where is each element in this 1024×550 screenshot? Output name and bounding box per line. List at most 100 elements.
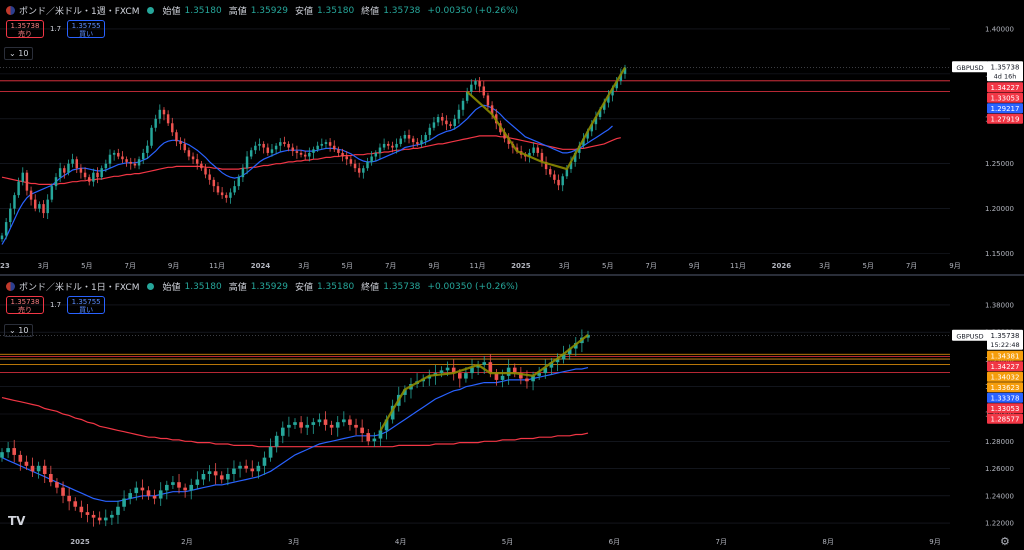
- price-label-value: 1.29217: [991, 105, 1020, 113]
- candle-body: [249, 150, 253, 157]
- open-label: 始値: [162, 7, 181, 17]
- x-tick-label: 3月: [298, 262, 309, 270]
- candle-body: [537, 373, 541, 376]
- candle-body: [569, 161, 573, 170]
- x-tick-label: 4月: [395, 538, 406, 546]
- candle-body: [171, 123, 174, 133]
- moving-average-red: [1, 397, 589, 448]
- candle-body: [553, 174, 556, 180]
- daily-chart-pane[interactable]: 1.380001.360001.340001.320001.300001.280…: [0, 276, 1024, 550]
- y-tick-label: 1.40000: [985, 25, 1014, 33]
- candle-body: [494, 373, 499, 380]
- candle-body: [195, 159, 199, 164]
- price-label-value: 1.27919: [991, 115, 1020, 123]
- candle-body: [299, 152, 303, 155]
- candle-body: [335, 422, 340, 428]
- candle-body: [54, 177, 58, 187]
- tradingview-logo[interactable]: TV: [8, 514, 26, 528]
- candle-body: [525, 378, 529, 382]
- x-tick-label: 11月: [470, 262, 486, 270]
- candle-body: [18, 454, 23, 462]
- indicator-count: 10: [18, 49, 29, 58]
- buy-label: 買い: [79, 30, 94, 38]
- candle-body: [378, 147, 382, 153]
- symbol-title[interactable]: ポンド／米ドル・1日・FXCM: [19, 283, 140, 293]
- candle-body: [602, 102, 606, 110]
- candle-body: [395, 143, 398, 148]
- candle-body: [366, 161, 369, 169]
- pane-divider[interactable]: [0, 274, 1024, 276]
- candle-body: [154, 118, 157, 128]
- candle-body: [478, 81, 481, 87]
- candle-body: [403, 389, 407, 395]
- candle-body: [165, 484, 169, 491]
- x-tick-label: 2月: [181, 538, 192, 546]
- candle-body: [458, 373, 462, 379]
- price-label-tag: [987, 392, 1023, 403]
- price-label-tag: [987, 403, 1023, 414]
- candle-body: [615, 81, 618, 89]
- symbol-title[interactable]: ポンド／米ドル・1週・FXCM: [19, 7, 140, 17]
- candle-body: [91, 514, 96, 518]
- candle-body: [445, 120, 448, 125]
- weekly-chart-pane[interactable]: 1.400001.350001.300001.250001.200001.150…: [0, 0, 1024, 274]
- buy-button[interactable]: 1.35755 買い: [67, 20, 106, 38]
- low-label: 安値: [294, 283, 313, 293]
- candle-body: [333, 145, 336, 150]
- x-tick-label: 3月: [819, 262, 830, 270]
- candle-body: [166, 114, 170, 124]
- buy-button[interactable]: 1.35755 買い: [67, 296, 106, 314]
- candle-body: [403, 134, 407, 139]
- candle-body: [55, 482, 59, 488]
- weekly-chart-canvas[interactable]: 1.400001.350001.300001.250001.200001.150…: [0, 0, 1024, 274]
- candle-body: [146, 490, 151, 496]
- price-label-tag: [987, 92, 1023, 103]
- candle-body: [295, 151, 299, 153]
- candle-body: [220, 192, 224, 196]
- candle-body: [141, 152, 145, 160]
- candle-body: [488, 362, 493, 374]
- market-open-icon: [147, 283, 155, 290]
- price-label-tag: [987, 361, 1023, 372]
- daily-chart-canvas[interactable]: 1.380001.360001.340001.320001.300001.280…: [0, 276, 1024, 550]
- market-open-icon: [147, 7, 155, 14]
- candle-body: [233, 186, 236, 193]
- indicator-toggle[interactable]: ⌄ 10: [4, 324, 34, 337]
- candle-body: [96, 172, 99, 178]
- candle-body: [561, 354, 566, 360]
- x-tick-label: 5月: [602, 262, 613, 270]
- moving-average-blue: [1, 104, 613, 245]
- candle-body: [274, 145, 278, 150]
- sell-button[interactable]: 1.35738 売り: [6, 296, 44, 314]
- current-price-tag: [987, 329, 1023, 350]
- candle-body: [506, 367, 511, 376]
- candle-body: [342, 419, 346, 423]
- sell-price: 1.35738: [10, 22, 40, 30]
- gear-icon[interactable]: ⚙: [1000, 535, 1010, 548]
- candle-body: [42, 204, 45, 214]
- y-tick-label: 1.25000: [985, 160, 1014, 168]
- price-label-tag: [987, 103, 1023, 114]
- candle-body: [150, 127, 153, 146]
- candle-body: [270, 149, 274, 153]
- candle-body: [532, 147, 535, 153]
- candle-body: [407, 134, 411, 139]
- zigzag-pattern-line: [466, 67, 626, 171]
- x-tick-label: 2025: [511, 262, 531, 270]
- candle-body: [470, 84, 473, 92]
- low-value: 1.35180: [316, 281, 355, 292]
- candle-body: [543, 367, 548, 374]
- candle-body: [316, 145, 319, 150]
- sell-button[interactable]: 1.35738 売り: [6, 20, 44, 38]
- indicator-toggle[interactable]: ⌄ 10: [4, 47, 34, 60]
- spread-value: 1.7: [50, 25, 62, 33]
- candle-body: [461, 100, 465, 110]
- candle-body: [171, 482, 175, 485]
- candle-body: [449, 124, 452, 126]
- candle-body: [382, 143, 386, 148]
- candle-body: [582, 138, 585, 146]
- candle-body: [121, 156, 124, 160]
- candle-body: [216, 186, 220, 193]
- low-label: 安値: [294, 7, 313, 17]
- high-label: 高値: [228, 283, 247, 293]
